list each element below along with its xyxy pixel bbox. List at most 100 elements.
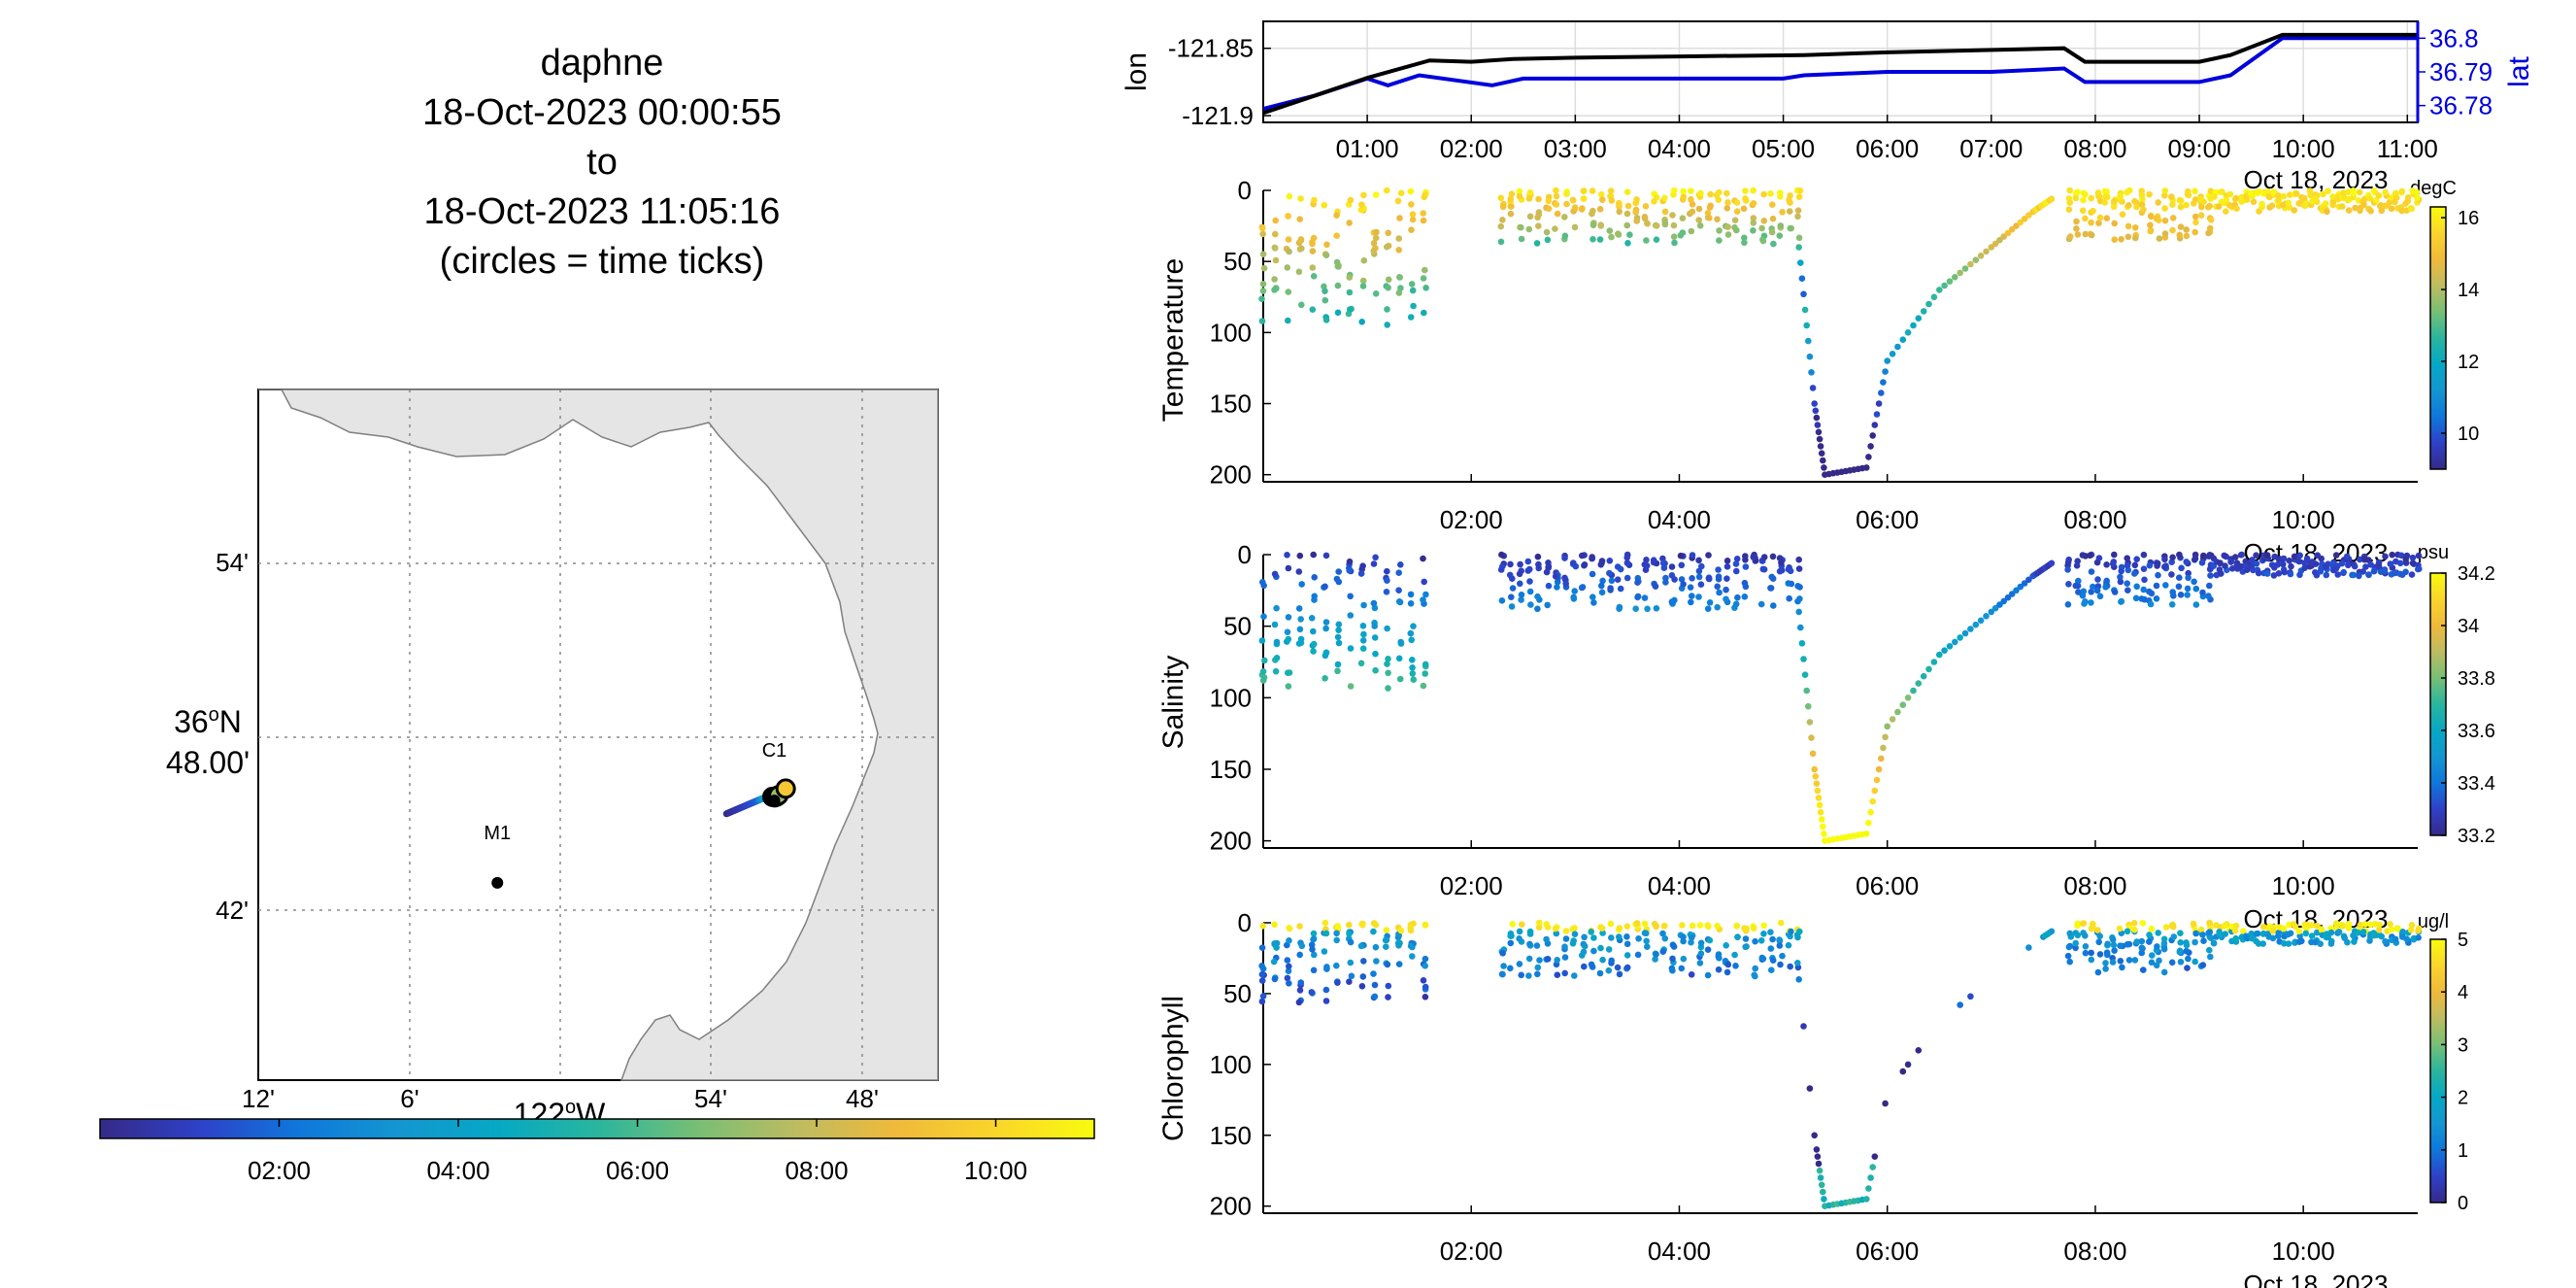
data-point	[1867, 443, 1874, 450]
data-point	[2263, 570, 2271, 577]
data-point	[2064, 601, 2072, 608]
data-point	[2231, 927, 2239, 934]
data-point	[1385, 229, 1391, 237]
data-point	[1882, 733, 1889, 741]
data-point	[1643, 237, 1650, 244]
data-point	[2183, 226, 2190, 233]
data-point	[2096, 593, 2104, 600]
data-point	[1805, 702, 1812, 710]
data-point	[2191, 958, 2198, 966]
data-point	[1590, 947, 1597, 955]
data-point	[1346, 921, 1353, 929]
data-point	[1733, 208, 1741, 215]
data-point	[1571, 204, 1579, 211]
data-point	[1385, 284, 1391, 291]
data-point	[1596, 206, 1604, 213]
data-point	[1554, 971, 1561, 978]
data-point	[1882, 1100, 1889, 1107]
data-point	[2138, 191, 2146, 199]
data-point	[2184, 592, 2191, 598]
data-point	[2149, 952, 2156, 959]
data-point	[2013, 222, 2020, 229]
data-point	[1348, 972, 1355, 980]
data-point	[2232, 922, 2240, 930]
data-point	[1597, 222, 1604, 229]
data-point	[1499, 950, 1506, 957]
data-point	[1409, 664, 1416, 671]
data-point	[1878, 755, 1885, 763]
data-point	[1873, 411, 1881, 418]
data-point	[1543, 228, 1551, 236]
data-point	[2295, 928, 2302, 934]
data-point	[1936, 651, 1943, 659]
data-point	[1678, 576, 1686, 583]
data-point	[2344, 196, 2352, 204]
data-point	[1570, 559, 1577, 566]
data-point	[2408, 922, 2416, 929]
colorbar-tick-label: 2	[2458, 1088, 2468, 1109]
data-point	[1508, 190, 1516, 197]
data-point	[1643, 562, 1651, 569]
data-point	[2021, 580, 2028, 587]
data-point	[1597, 924, 1604, 931]
data-point	[1347, 645, 1355, 652]
data-point	[1653, 222, 1660, 229]
data-point	[1598, 559, 1605, 567]
data-point	[1733, 922, 1740, 930]
data-point	[1626, 231, 1633, 238]
data-point	[2291, 553, 2298, 560]
data-point	[1732, 963, 1739, 969]
data-point	[2357, 921, 2364, 929]
data-point	[1296, 216, 1303, 222]
data-point	[2131, 197, 2138, 205]
data-point	[1333, 258, 1341, 266]
data-point	[2232, 934, 2239, 942]
data-point	[1259, 224, 1266, 232]
station-label: M1	[484, 823, 511, 844]
data-point	[1295, 605, 1303, 612]
data-point	[1818, 450, 1825, 458]
data-point	[1623, 210, 1631, 218]
data-point	[2340, 568, 2347, 576]
data-point	[1811, 765, 1818, 773]
data-point	[2125, 186, 2133, 194]
data-point	[1865, 454, 1872, 460]
data-point	[2320, 190, 2326, 198]
data-point	[1863, 830, 1870, 837]
data-point	[1796, 595, 1803, 602]
data-point	[1742, 187, 1749, 194]
data-point	[1624, 240, 1631, 247]
data-point	[1816, 435, 1823, 443]
panel-colorbar	[2429, 572, 2447, 836]
data-point	[2094, 968, 2102, 976]
data-point	[1285, 967, 1292, 974]
data-point	[2356, 572, 2362, 580]
data-point	[1499, 562, 1506, 570]
glider-track	[722, 778, 796, 818]
data-point	[1409, 670, 1417, 677]
data-point	[1420, 210, 1426, 217]
data-point	[2094, 189, 2102, 196]
data-point	[2392, 198, 2398, 206]
data-point	[1750, 227, 1756, 234]
data-point	[2403, 935, 2410, 942]
data-point	[1759, 237, 1767, 245]
data-point	[1507, 930, 1515, 937]
data-point	[1806, 353, 1814, 360]
data-point	[1507, 560, 1514, 568]
data-point	[1322, 252, 1330, 259]
data-point	[1817, 1174, 1824, 1181]
panel-y-tick-label: 50	[1223, 979, 1252, 1008]
data-point	[1704, 210, 1712, 217]
data-point	[1873, 776, 1881, 784]
data-point	[1259, 993, 1267, 1000]
data-point	[1258, 998, 1266, 1005]
data-point	[2217, 559, 2224, 567]
data-point	[2207, 187, 2215, 194]
data-point	[1372, 554, 1379, 561]
data-point	[1760, 190, 1767, 198]
data-point	[2338, 203, 2346, 210]
data-point	[1346, 288, 1354, 296]
nav-ticks: 01:00 02:00 03:00 04:00 05:00 06:00 07:00 08:00…	[1168, 23, 2492, 163]
data-point	[2296, 552, 2303, 559]
